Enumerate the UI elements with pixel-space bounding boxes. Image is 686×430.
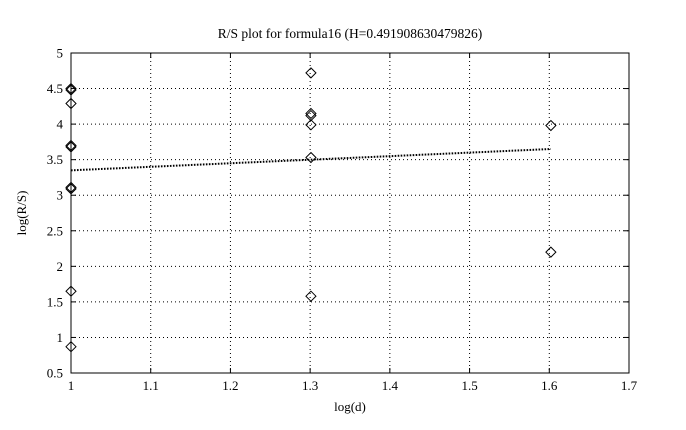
y-tick-label: 1 xyxy=(57,330,64,345)
data-point-diamond xyxy=(545,246,557,258)
y-tick-label: 4 xyxy=(57,117,64,132)
fit-line xyxy=(70,148,551,172)
y-tick-label: 3.5 xyxy=(47,152,63,167)
x-tick-label: 1.7 xyxy=(621,378,638,393)
y-axis-label: log(R/S) xyxy=(14,191,29,236)
plot-frame xyxy=(70,52,630,374)
x-tick-label: 1.4 xyxy=(382,378,399,393)
data-point-diamond xyxy=(65,97,77,110)
y-tick-label: 0.5 xyxy=(47,366,63,381)
x-tick-label: 1.2 xyxy=(222,378,238,393)
data-point-diamond xyxy=(305,290,317,302)
data-point-diamond xyxy=(65,340,77,353)
y-tick-label: 5 xyxy=(57,46,64,61)
x-axis-label: log(d) xyxy=(334,399,366,414)
data-point-diamond xyxy=(305,107,317,120)
data-point-diamond xyxy=(305,151,317,164)
data-point-diamond xyxy=(65,84,77,96)
y-tick-label: 2.5 xyxy=(47,223,63,238)
data-point-diamond xyxy=(305,67,317,79)
grid-lines xyxy=(71,53,629,373)
data-point-diamond xyxy=(65,82,77,95)
x-tick-label: 1.6 xyxy=(541,378,558,393)
data-point-diamond xyxy=(65,285,77,297)
x-tick-label: 1.5 xyxy=(461,378,477,393)
data-point-diamond xyxy=(65,181,77,194)
x-tick-label: 1.3 xyxy=(302,378,318,393)
x-tick-label: 1.1 xyxy=(143,378,159,393)
data-point-diamond xyxy=(65,141,77,153)
data-point-diamond xyxy=(305,109,317,122)
y-tick-label: 3 xyxy=(57,188,64,203)
fit-line-group xyxy=(70,148,551,172)
y-tick-label: 4.5 xyxy=(47,81,63,96)
y-tick-label: 2 xyxy=(57,259,64,274)
y-tick-label: 1.5 xyxy=(47,294,63,309)
data-points xyxy=(65,67,557,353)
x-tick-labels: 1 1.1 1.2 1.3 1.4 1.5 1.6 1.7 xyxy=(68,378,638,393)
data-point-diamond xyxy=(545,119,557,132)
chart-title: R/S plot for formula16 (H=0.491908630479… xyxy=(218,26,482,41)
data-point-diamond xyxy=(305,119,317,131)
x-tick-label: 1 xyxy=(68,378,75,393)
data-point-diamond xyxy=(65,139,77,152)
y-tick-labels: 0.5 1 1.5 2 2.5 3 3.5 4 4.5 5 xyxy=(47,46,64,381)
axis-ticks xyxy=(70,52,630,374)
data-point-diamond xyxy=(65,183,77,195)
